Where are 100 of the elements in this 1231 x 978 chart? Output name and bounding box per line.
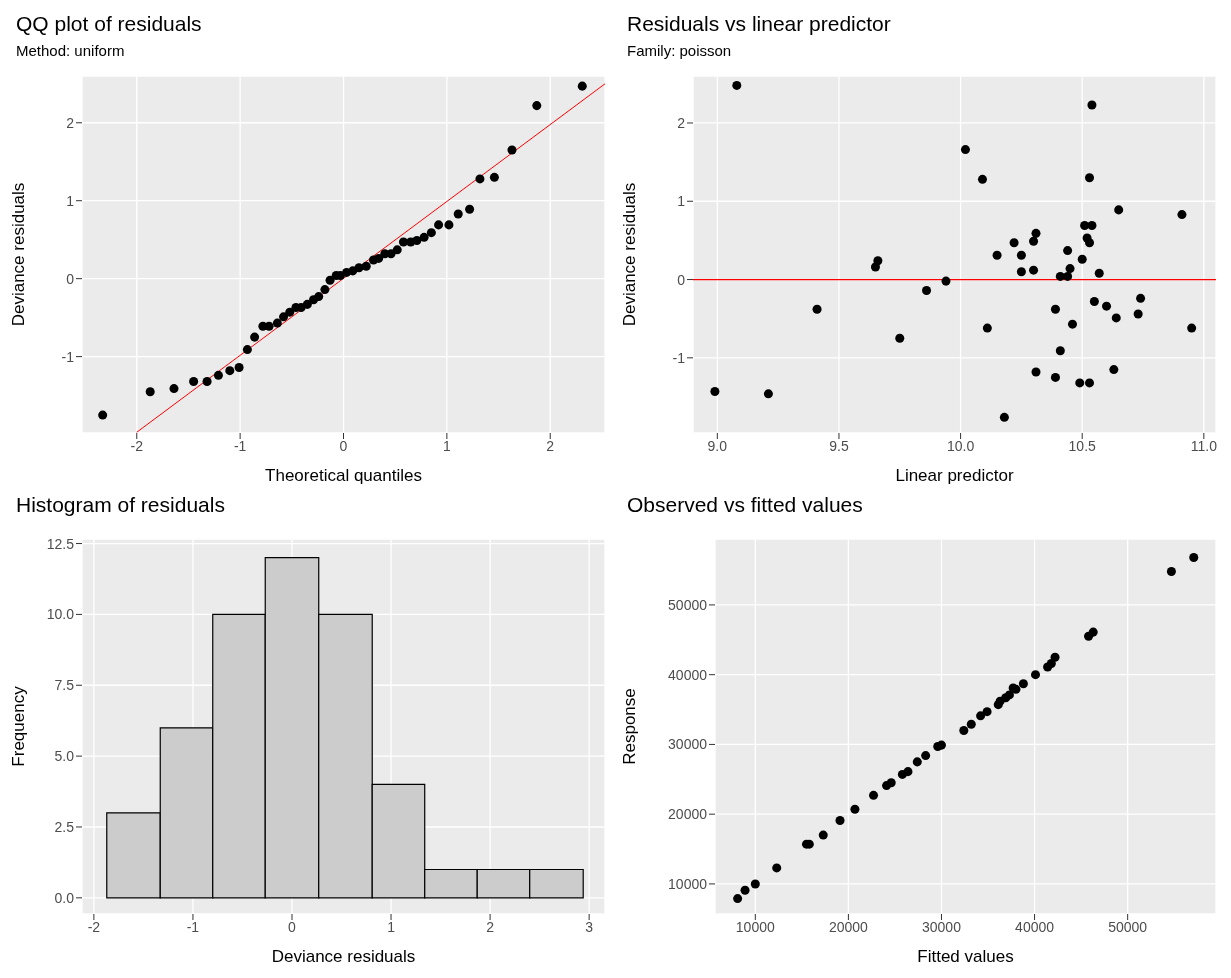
x-tick-label: 2 — [486, 918, 495, 935]
point — [250, 332, 260, 342]
point — [320, 285, 330, 295]
point — [453, 209, 463, 219]
point — [772, 863, 782, 873]
point — [532, 101, 542, 111]
point — [392, 245, 402, 255]
point — [412, 235, 422, 245]
y-tick-label: -1 — [672, 349, 686, 366]
point — [475, 174, 485, 184]
x-tick-label: 11.0 — [1190, 437, 1218, 454]
x-tick-label: 50000 — [1108, 918, 1148, 935]
point — [1031, 228, 1041, 238]
point — [912, 757, 922, 767]
y-tick-label: 2 — [677, 114, 686, 131]
y-axis-title: Response — [620, 688, 640, 765]
point — [213, 370, 223, 380]
point — [1029, 236, 1039, 246]
x-tick-label: 30000 — [922, 918, 962, 935]
y-tick-label: 30000 — [668, 736, 708, 753]
point — [1030, 670, 1041, 680]
point — [763, 389, 773, 399]
point — [1084, 238, 1095, 248]
y-tick-label: 0 — [66, 270, 75, 287]
point — [1065, 264, 1075, 274]
point — [577, 81, 587, 91]
y-axis-title: Frequency — [9, 685, 29, 767]
point — [1016, 267, 1026, 277]
point — [1050, 652, 1060, 662]
point — [1177, 210, 1187, 220]
point — [314, 292, 324, 302]
x-tick-label: 20000 — [828, 918, 869, 935]
point — [302, 299, 312, 309]
x-axis-title: Linear predictor — [895, 466, 1014, 485]
point — [426, 228, 436, 238]
x-tick-label: 1 — [387, 918, 396, 935]
x-tick-label: 0 — [288, 918, 297, 935]
y-tick-label: 20000 — [668, 806, 708, 823]
point — [941, 276, 951, 286]
x-axis-title: Fitted values — [917, 947, 1014, 966]
point — [1075, 378, 1085, 388]
y-tick-label: 10.0 — [46, 606, 75, 623]
point — [976, 711, 986, 721]
point — [732, 80, 742, 90]
point — [750, 879, 760, 889]
point — [922, 286, 932, 296]
point — [189, 377, 199, 387]
x-tick-label: 10.0 — [946, 437, 975, 454]
chart-subtitle: Family: poisson — [627, 42, 733, 59]
point — [1087, 221, 1097, 231]
y-tick-label: -1 — [61, 348, 75, 365]
point — [977, 174, 987, 184]
point — [818, 830, 828, 840]
point — [1187, 323, 1197, 333]
point — [921, 751, 931, 761]
x-tick-label: 40000 — [1015, 918, 1055, 935]
point — [242, 345, 252, 355]
point — [489, 172, 499, 182]
point — [507, 145, 517, 155]
point — [279, 312, 289, 322]
chart-title: QQ plot of residuals — [16, 12, 203, 36]
point — [1063, 246, 1073, 256]
point — [1050, 304, 1060, 314]
chart-title: Observed vs fitted values — [627, 493, 864, 517]
y-axis-title: Deviance residuals — [9, 182, 29, 327]
point — [1084, 378, 1095, 388]
chart-title: Residuals vs linear predictor — [627, 12, 892, 36]
point — [374, 253, 384, 263]
point — [869, 790, 879, 800]
point — [1087, 100, 1097, 110]
point — [982, 707, 992, 717]
point — [999, 412, 1009, 422]
point — [145, 387, 155, 397]
point — [1102, 301, 1112, 311]
y-tick-label: 2 — [66, 114, 75, 131]
point — [1029, 265, 1039, 275]
y-tick-label: 10000 — [668, 875, 708, 892]
point — [886, 778, 896, 788]
y-tick-label: 5.0 — [54, 748, 75, 765]
x-tick-label: 3 — [585, 918, 594, 935]
point — [1089, 296, 1099, 306]
x-tick-label: 9.5 — [829, 437, 849, 454]
point — [1009, 238, 1019, 248]
x-tick-label: -1 — [233, 437, 247, 454]
point — [1063, 271, 1073, 281]
x-tick-label: 2 — [546, 437, 555, 454]
point — [225, 366, 235, 376]
point — [903, 767, 913, 777]
point — [850, 804, 860, 814]
y-tick-label: 12.5 — [46, 535, 75, 552]
y-tick-label: 40000 — [668, 666, 708, 683]
point — [361, 261, 371, 271]
point — [419, 232, 429, 242]
chart-subtitle: Method: uniform — [16, 42, 126, 59]
x-tick-label: 9.0 — [707, 437, 728, 454]
point — [1018, 679, 1028, 689]
point — [285, 307, 295, 317]
x-tick-label: -2 — [130, 437, 144, 454]
point — [1109, 365, 1119, 375]
point — [1088, 627, 1098, 637]
